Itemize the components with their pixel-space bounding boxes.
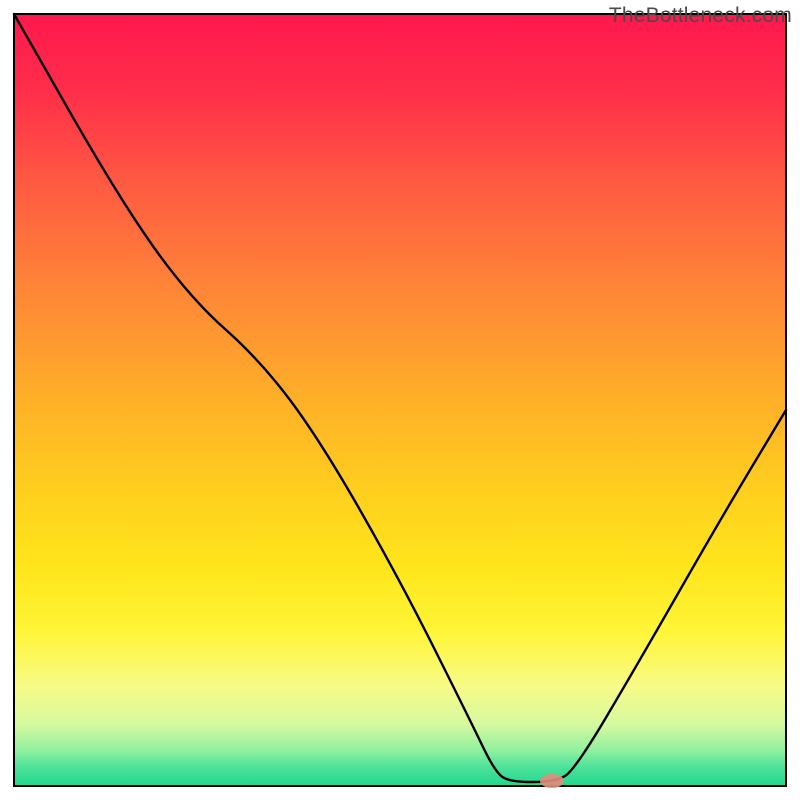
chart-background: [0, 0, 800, 800]
chart-container: TheBottleneck.com: [0, 0, 800, 800]
plot-area: [14, 14, 786, 786]
